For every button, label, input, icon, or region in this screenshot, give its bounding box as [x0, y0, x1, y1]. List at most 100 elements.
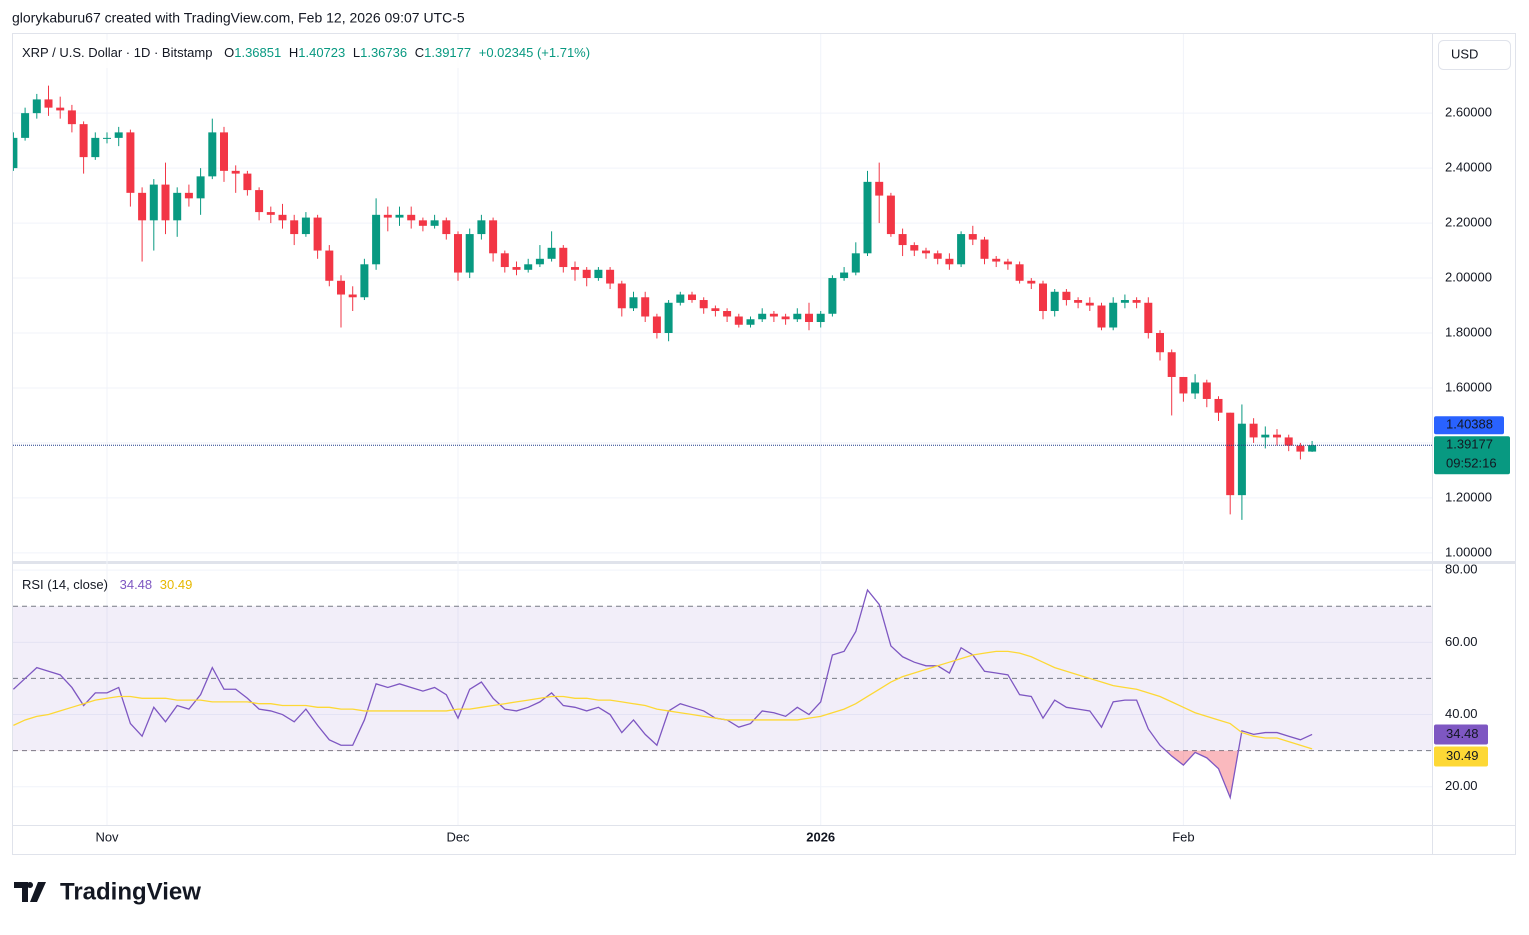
candle-body [489, 220, 498, 254]
rsi-ma-legend-value: 30.49 [160, 577, 193, 592]
candle-body [641, 297, 650, 317]
rsi-value-label: 34.48 [1446, 726, 1479, 741]
x-tick-label: Feb [1172, 829, 1194, 844]
candle-body [957, 234, 966, 265]
y-tick-label: 2.60000 [1445, 105, 1492, 120]
candle-body [652, 316, 661, 334]
candle-body [126, 132, 135, 193]
candle-body [79, 124, 88, 158]
candle-body [1085, 302, 1094, 306]
candle-body [173, 192, 182, 221]
rsi-legend-value: 34.48 [120, 577, 153, 592]
candle-body [781, 316, 790, 320]
y-tick-label: 20.00 [1445, 778, 1478, 793]
candle-body [348, 294, 357, 298]
candle-body [477, 220, 486, 235]
legend-close: 1.39177 [424, 45, 471, 60]
candle-body [266, 212, 275, 215]
candle-body [980, 239, 989, 259]
candle-body [1191, 382, 1200, 394]
candle-body [290, 220, 299, 235]
candle-body [828, 278, 837, 314]
candle-body [278, 214, 287, 221]
candle-body [933, 253, 942, 259]
candle-body [1027, 280, 1036, 284]
candle-body [442, 220, 451, 235]
candle-body [875, 181, 884, 196]
countdown-label: 09:52:16 [1446, 456, 1497, 471]
candle-body [1179, 376, 1188, 394]
candle-body [161, 184, 170, 221]
candle-body [196, 176, 205, 199]
axes: NovDec2026Feb1.000001.200001.400001.6000… [95, 105, 1510, 844]
rsi-legend: RSI (14, close) 34.48 30.49 [22, 577, 192, 592]
currency-label[interactable]: USD [1451, 46, 1478, 61]
candle-body [571, 267, 579, 270]
candle-body [1202, 382, 1211, 399]
candle-body [1109, 302, 1118, 328]
candle-body [723, 311, 732, 317]
candle-body [325, 250, 334, 281]
candle-body [851, 253, 860, 273]
candle-body [32, 99, 41, 114]
candle-body [758, 313, 767, 320]
candle-body [898, 234, 907, 246]
candle-body [793, 313, 802, 320]
legend-backdrop [14, 40, 674, 68]
candle-body [407, 214, 416, 221]
candle-body [337, 280, 345, 295]
candle-body [1226, 412, 1235, 496]
candle-body [454, 234, 462, 273]
candle-body [840, 272, 849, 279]
candle-body [1214, 398, 1223, 413]
candle-body [524, 264, 533, 270]
logo-text: TradingView [60, 878, 201, 905]
candle-body [945, 258, 954, 265]
rsi-line [13, 588, 1313, 800]
candle-body [1144, 302, 1153, 334]
candle-body [734, 316, 743, 325]
candle-body [500, 253, 509, 268]
legend-key: O [224, 45, 234, 60]
candle-body [664, 302, 673, 334]
y-tick-label: 2.40000 [1445, 160, 1492, 175]
rsi-value-label: 30.49 [1446, 748, 1479, 763]
candle-body [968, 234, 977, 240]
y-tick-label: 1.80000 [1445, 324, 1492, 339]
candle-body [582, 269, 591, 279]
candle-body [992, 258, 1001, 262]
candle-body [208, 132, 217, 177]
logo-mark [14, 882, 46, 902]
candle-body [13, 137, 18, 169]
candle-body [91, 137, 100, 158]
candle-body [863, 181, 872, 254]
candle-body [1284, 437, 1293, 446]
candle-body [149, 184, 158, 221]
candle-body [559, 247, 568, 268]
last-price-label: 1.39177 [1446, 437, 1493, 452]
candle-body [547, 247, 556, 259]
candle-body [805, 313, 813, 323]
legend-key: H [289, 45, 298, 60]
currency-button[interactable] [1438, 40, 1511, 70]
candle-body [699, 300, 708, 309]
candle-body [1249, 423, 1258, 438]
candle-body [103, 137, 111, 139]
rsi-value-box [1434, 724, 1488, 745]
symbol-title: XRP / U.S. Dollar · 1D · Bitstamp [22, 45, 212, 60]
candle-body [360, 264, 369, 298]
rsi-pane [13, 588, 1313, 800]
y-tick-label: 2.20000 [1445, 215, 1492, 230]
candle-body [56, 107, 65, 111]
candle-body [886, 195, 895, 235]
marker-price-box [1434, 416, 1504, 435]
candle-body [67, 110, 76, 125]
candle-body [1062, 291, 1071, 301]
candle-body [243, 173, 252, 191]
last-price-box [1434, 436, 1510, 475]
rsi-background [13, 605, 1432, 752]
y-tick-label: 40.00 [1445, 706, 1478, 721]
x-tick-label: Dec [446, 829, 470, 844]
